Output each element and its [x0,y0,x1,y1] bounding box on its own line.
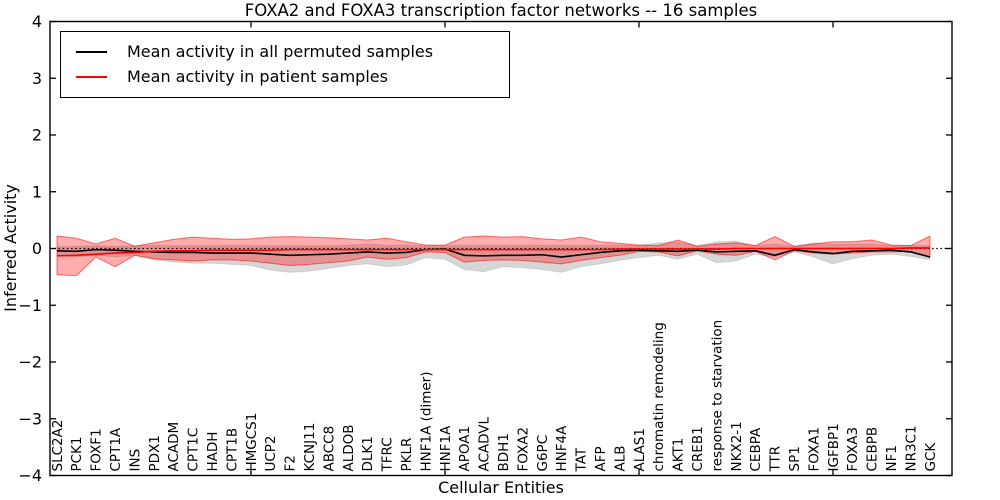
y-tick-label: 0 [32,239,42,258]
legend: Mean activity in all permuted samples Me… [60,31,510,98]
x-category-label: CEBPB [865,427,881,472]
patient-mean-line [56,247,930,257]
x-category-label: CPT1C [186,428,202,472]
x-category-label: CREB1 [690,426,706,471]
x-category-label: IGFBP1 [826,423,842,471]
x-category-label: FOXA3 [845,427,861,472]
y-tick-label: 3 [32,69,42,88]
y-tick-label: −2 [18,353,42,372]
legend-item-patient: Mean activity in patient samples [61,68,509,86]
x-category-label: HNF4A [554,425,570,472]
chart-title: FOXA2 and FOXA3 transcription factor net… [245,1,757,20]
x-category-label: FOXA2 [515,427,531,472]
x-category-label: APOA1 [457,426,473,472]
x-category-label: UCP2 [263,435,279,471]
plot-area: 4 3 2 1 0 −1 −2 −3 −4 SLC2A2 PCK1 FOXF1 CPT1A INS PDX1… [18,12,953,485]
x-category-label: SP1 [787,446,803,471]
x-category-label: DLK1 [360,436,376,471]
x-axis-label: Cellular Entities [438,478,564,497]
x-category-label: INS [127,449,143,472]
x-category-label: PDX1 [147,435,163,471]
x-category-label: SLC2A2 [50,420,66,472]
x-category-label: TFRC [380,437,396,472]
x-category-label: G6PC [535,435,551,472]
x-category-label: HNF1A (dimer) [418,371,434,471]
x-category-label: FOXF1 [89,428,105,471]
y-tick-label: 4 [32,12,42,31]
y-axis-label: Inferred Activity [1,184,20,312]
x-category-label: chromatin remodeling [651,322,667,471]
x-category-label: ACADVL [477,416,493,471]
x-category-label: CPT1A [108,427,124,471]
x-category-label: CPT1B [224,428,240,472]
x-category-label: NF1 [884,445,900,471]
legend-item-permuted: Mean activity in all permuted samples [61,43,509,61]
x-category-label: AFP [593,446,609,471]
legend-label: Mean activity in all permuted samples [127,42,434,62]
x-category-label: FOXA1 [806,427,822,472]
y-tick-label: −4 [18,466,42,485]
x-category-label: CEBPA [748,427,764,471]
x-category-label: ALAS1 [632,428,648,471]
y-tick-label: −3 [18,409,42,428]
x-category-label: PCK1 [69,436,85,471]
legend-label: Mean activity in patient samples [127,67,388,86]
patient-line-sample [76,75,107,78]
x-category-label: GCK [923,442,939,472]
x-category-label: ABCC8 [321,426,337,472]
x-category-label: PKLR [399,438,415,472]
x-category-label: TTR [768,446,784,473]
x-category-label: NKX2-1 [729,421,745,471]
permuted-line-sample [76,51,107,54]
x-category-label: ALB [612,445,628,471]
x-category-label: HMGCS1 [244,413,260,472]
x-category-label: AKT1 [671,438,687,472]
x-category-label: ALDOB [341,424,357,471]
y-tick-label: −1 [18,296,42,315]
x-category-label: ACADM [166,422,182,472]
x-category-label: BDH1 [496,433,512,471]
x-category-label: response to starvation [709,320,725,472]
x-category-label: HNF1A [438,425,454,472]
y-tick-label: 2 [32,126,42,145]
x-category-label: F2 [283,455,299,471]
permuted-mean-line [56,248,931,258]
x-category-label: NR3C1 [903,425,919,471]
y-tick-label: 1 [32,182,42,201]
x-category-label: KCNJ11 [302,423,318,472]
x-category-label: TAT [574,447,590,472]
x-category-label: HADH [205,432,221,472]
